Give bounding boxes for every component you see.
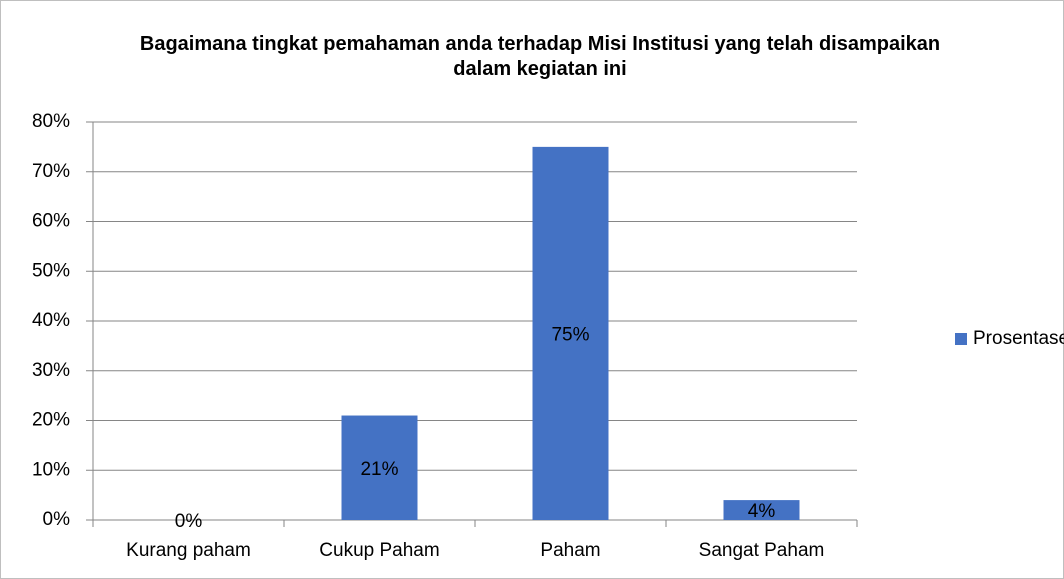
x-tick-label: Cukup Paham [319, 540, 439, 561]
legend-swatch [955, 333, 967, 345]
data-label: 21% [360, 459, 398, 480]
x-tick-label: Paham [540, 540, 600, 561]
y-tick-label: 60% [32, 211, 70, 232]
y-tick-label: 0% [43, 509, 71, 530]
y-tick-label: 80% [32, 111, 70, 132]
data-label: 4% [748, 501, 776, 522]
y-tick-label: 50% [32, 260, 70, 281]
bar [532, 146, 609, 520]
x-tick-label: Kurang paham [126, 540, 251, 561]
y-tick-label: 40% [32, 310, 70, 331]
chart-title: Bagaimana tingkat pemahaman anda terhada… [139, 33, 941, 80]
data-label: 0% [175, 511, 203, 532]
bar [341, 415, 418, 520]
y-tick-label: 30% [32, 360, 70, 381]
x-tick-label: Sangat Paham [699, 540, 825, 561]
legend-label: Prosentase [973, 328, 1064, 349]
y-tick-label: 20% [32, 410, 70, 431]
data-label: 75% [551, 324, 589, 345]
bar [723, 500, 800, 520]
y-tick-label: 10% [32, 459, 70, 480]
y-tick-label: 70% [32, 161, 70, 182]
